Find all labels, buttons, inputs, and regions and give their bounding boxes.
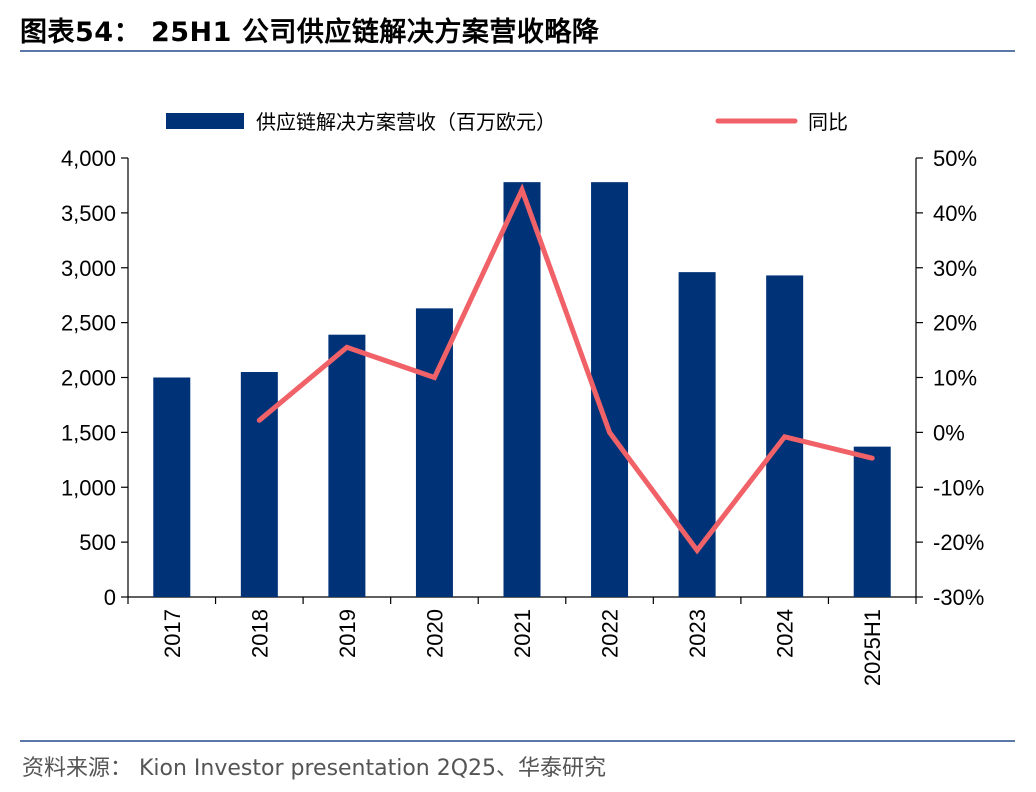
x-label-2024: 2024 <box>773 609 798 658</box>
bar-2017 <box>153 377 191 597</box>
legend: 供应链解决方案营收（百万欧元） 同比 <box>166 110 848 134</box>
y-left-tick-label: 1,000 <box>61 475 116 500</box>
y-right-tick-label: 0% <box>933 420 965 445</box>
y-right-tick-label: 10% <box>933 366 977 391</box>
bar-series <box>153 182 891 597</box>
line-series <box>256 183 875 555</box>
x-label-2017: 2017 <box>160 609 185 658</box>
y-left-tick-label: 0 <box>104 585 116 610</box>
yoy-line <box>256 183 875 555</box>
y-right-tick-label: -20% <box>933 530 984 555</box>
y-left-tick-label: 1,500 <box>61 420 116 445</box>
y-left-tick-label: 500 <box>79 530 116 555</box>
x-label-2018: 2018 <box>247 609 272 658</box>
y-right-tick-label: 40% <box>933 201 977 226</box>
bar-2023 <box>678 272 716 597</box>
y-left-tick-label: 2,500 <box>61 311 116 336</box>
source-note: 资料来源： Kion Investor presentation 2Q25、华泰… <box>22 756 607 781</box>
y-right-tick-label: 50% <box>933 146 977 171</box>
y-left-tick-label: 2,000 <box>61 366 116 391</box>
y-left-tick-label: 3,000 <box>61 256 116 281</box>
y-right-tick-label: 20% <box>933 311 977 336</box>
x-label-2022: 2022 <box>598 609 623 658</box>
title-divider <box>20 50 1015 52</box>
x-label-2019: 2019 <box>335 609 360 658</box>
chart-title: 图表54： 25H1 公司供应链解决方案营收略降 <box>20 17 600 48</box>
axes: 0 500 1,000 1,500 2,000 2,500 3,000 3,500 4,000 -… <box>61 146 984 610</box>
y-left-tick-label: 4,000 <box>61 146 116 171</box>
legend-line-label: 同比 <box>808 110 848 134</box>
bar-2021 <box>503 182 541 597</box>
bar-2019 <box>328 334 366 597</box>
y-right-tick-label: 30% <box>933 256 977 281</box>
y-left-tick-label: 3,500 <box>61 201 116 226</box>
bar-2018 <box>240 372 278 597</box>
x-label-2023: 2023 <box>685 609 710 658</box>
bar-2022 <box>591 182 629 597</box>
legend-bar-label: 供应链解决方案营收（百万欧元） <box>256 110 556 134</box>
x-label-2025H1: 2025H1 <box>860 609 885 686</box>
x-label-2021: 2021 <box>510 609 535 658</box>
x-label-2020: 2020 <box>422 609 447 658</box>
bar-2025H1 <box>853 446 891 597</box>
x-axis-labels: 2017 2018 2019 2020 2021 2022 2023 2024 2025H1 <box>160 609 885 686</box>
footer-divider <box>20 740 1015 742</box>
legend-bar-swatch <box>166 113 244 129</box>
y-right-tick-label: -10% <box>933 475 984 500</box>
y-right-tick-label: -30% <box>933 585 984 610</box>
